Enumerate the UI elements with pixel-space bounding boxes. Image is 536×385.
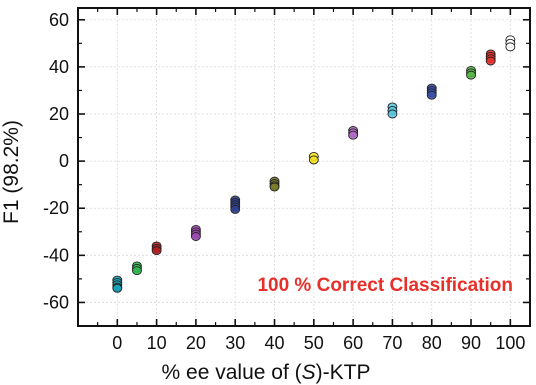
data-point bbox=[112, 283, 123, 293]
x-tick-label: 90 bbox=[461, 333, 481, 353]
x-tick-label: 70 bbox=[382, 333, 402, 353]
axes: 0 10 20 30 40 50 60 70 80 90 100 -60 -40 -20 0 20 40 60 bbox=[43, 7, 531, 353]
data-point bbox=[151, 246, 162, 256]
data-point bbox=[308, 155, 319, 165]
x-tick-label: 0 bbox=[112, 333, 122, 353]
annotation-text: 100 % Correct Classification bbox=[257, 275, 513, 296]
x-tick-label: 80 bbox=[422, 333, 442, 353]
y-tick-label: -60 bbox=[43, 292, 69, 312]
data-point bbox=[426, 90, 437, 100]
x-axis-title: % ee value of (S)-KTP bbox=[162, 361, 371, 384]
grid-lines bbox=[78, 8, 530, 326]
x-tick-label: 60 bbox=[343, 333, 363, 353]
data-point bbox=[230, 204, 241, 214]
data-point bbox=[387, 109, 398, 119]
y-axis-title: F1 (98.2%) bbox=[0, 120, 23, 224]
y-tick-label: 0 bbox=[59, 151, 69, 171]
x-tick-label: 10 bbox=[147, 333, 167, 353]
x-axis-title-italic: S bbox=[302, 361, 316, 384]
x-tick-label: 30 bbox=[225, 333, 245, 353]
x-axis-title-prefix: % ee value of ( bbox=[162, 361, 302, 384]
data-point bbox=[505, 42, 516, 52]
y-tick-label: -20 bbox=[43, 198, 69, 218]
y-tick-label: 40 bbox=[49, 57, 69, 77]
y-tick-label: 60 bbox=[49, 10, 69, 30]
data-point bbox=[190, 232, 201, 241]
plot-frame bbox=[77, 7, 531, 327]
x-tick-label: 20 bbox=[186, 333, 206, 353]
y-tick-label: -40 bbox=[43, 245, 69, 265]
data-point bbox=[269, 182, 280, 192]
data-point bbox=[466, 70, 476, 80]
data-point bbox=[132, 266, 142, 276]
x-tick-label: 40 bbox=[265, 333, 285, 353]
data-point bbox=[485, 56, 496, 66]
x-tick-label: 100 bbox=[495, 333, 525, 353]
x-tick-label: 50 bbox=[304, 333, 324, 353]
data-points bbox=[112, 35, 516, 293]
data-point bbox=[348, 130, 359, 140]
y-tick-label: 20 bbox=[49, 104, 69, 124]
x-axis-title-suffix: )-KTP bbox=[316, 361, 371, 384]
